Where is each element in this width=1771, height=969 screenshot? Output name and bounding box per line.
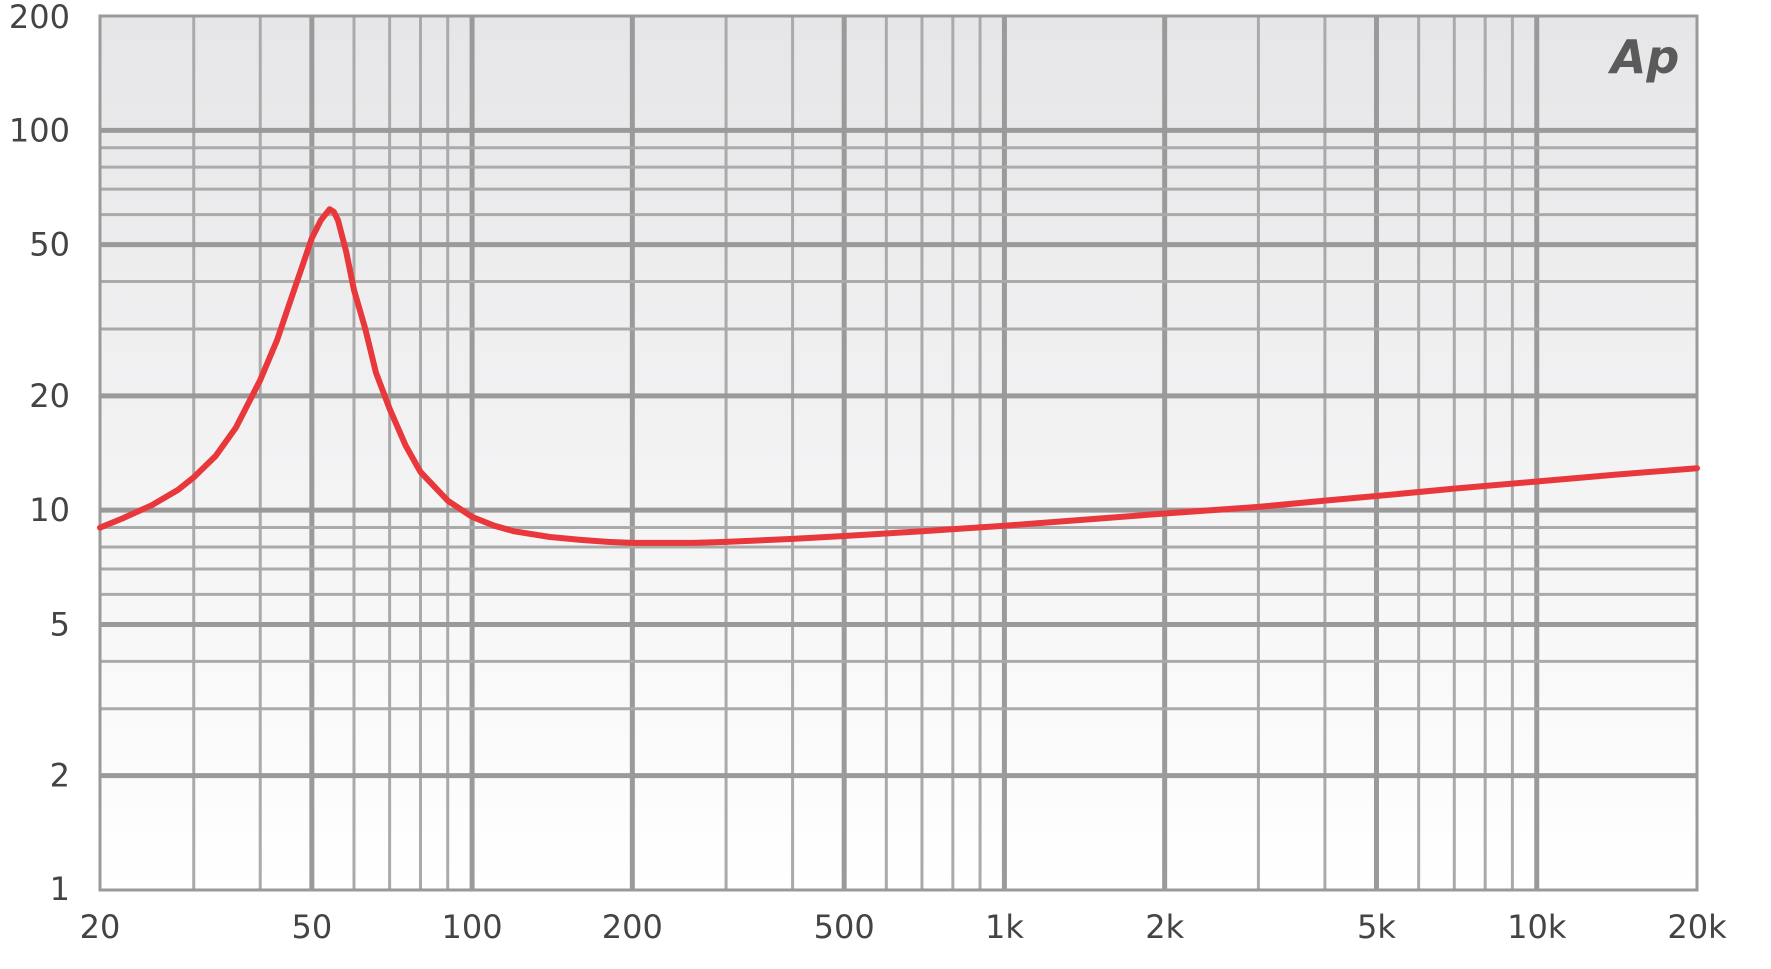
y-tick-label: 2 [50,757,70,795]
x-tick-label: 200 [602,908,663,946]
series-layer [97,206,1700,546]
y-tick-label: 200 [9,0,70,36]
y-tick-label: 50 [29,226,70,264]
y-tick-label: 5 [50,606,70,644]
x-tick-label: 10k [1507,908,1567,946]
x-tick-label: 100 [442,908,503,946]
x-tick-label: 20k [1667,908,1727,946]
x-tick-label: 500 [814,908,875,946]
x-tick-label: 5k [1357,908,1396,946]
x-tick-label: 2k [1145,908,1184,946]
grid [100,16,1697,890]
x-tick-label: 20 [80,908,121,946]
plot-area [100,16,1697,890]
impedance-curve [97,206,1700,546]
y-tick-label: 10 [29,491,70,529]
y-tick-label: 100 [9,111,70,149]
y-tick-labels: 1 2 5 10 20 50 100 200 [9,0,70,908]
y-tick-label: 1 [50,870,70,908]
ap-logo: Ap [1608,30,1680,84]
x-tick-label: 50 [291,908,332,946]
x-tick-label: 1k [985,908,1024,946]
x-tick-labels: 20 50 100 200 500 1k 2k 5k 10k 20k [80,908,1727,946]
plot-frame [98,14,1699,892]
y-tick-label: 20 [29,377,70,415]
